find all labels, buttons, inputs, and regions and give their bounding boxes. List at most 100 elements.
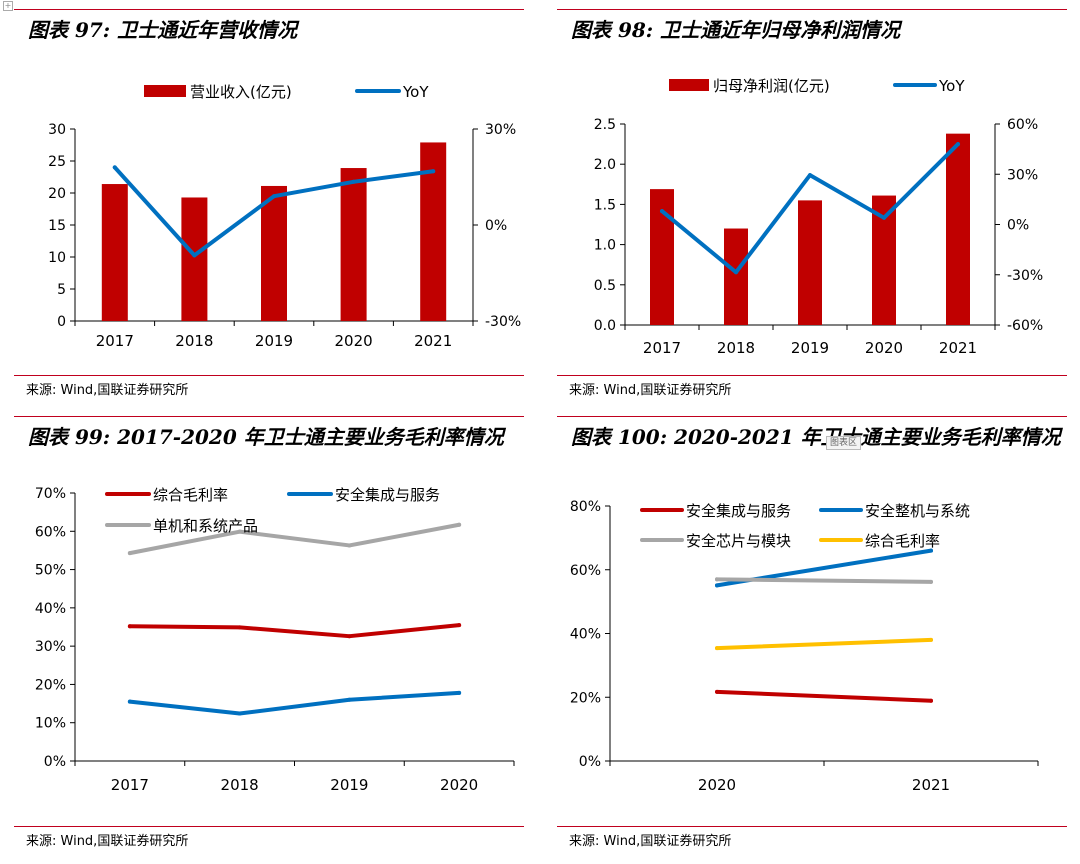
right-tick-label: -30% — [1007, 268, 1043, 284]
left-tick-label: 0 — [57, 314, 66, 330]
legend-label: 营业收入(亿元) — [190, 83, 292, 101]
series-point-2 — [237, 529, 242, 534]
right-tick-label: 30% — [1007, 167, 1038, 183]
x-tick-label: 2021 — [912, 776, 950, 794]
x-tick-label: 2020 — [698, 776, 736, 794]
left-tick-label: 80% — [570, 499, 601, 515]
left-tick-label: 0% — [579, 754, 601, 770]
legend-swatch — [144, 85, 186, 97]
right-tick-label: 0% — [485, 218, 507, 234]
net-profit-chart: 0.0 0.5 1.0 1.5 2.0 2.5 -60% -30% 0% 30% 60% 2017 20… — [594, 77, 1043, 357]
x-tick-label: 2019 — [330, 776, 368, 794]
series-point-1 — [715, 583, 719, 588]
chart-title: 图表 100: 2020-2021 年卫士通主要业务毛利率情况 — [557, 416, 1067, 458]
corner-expand-icon[interactable]: + — [3, 1, 13, 11]
revenue-chart: 0 5 10 15 20 25 30 -30% 0% 30% 2017 2018 2019 2020 202… — [48, 83, 521, 350]
left-tick-label: 60% — [570, 563, 601, 579]
x-tick-label: 2020 — [865, 339, 903, 357]
series-line-3 — [715, 637, 933, 651]
bar-2018 — [724, 228, 748, 325]
left-tick-label: 0.0 — [594, 318, 616, 334]
chart-area-watermark: 图表区 — [826, 436, 862, 450]
series-point-1 — [127, 699, 132, 704]
series-line-2 — [127, 522, 462, 556]
left-tick-label: 5 — [57, 282, 66, 298]
x-tick-label: 2018 — [175, 332, 213, 350]
chart-title: 图表 99: 2017-2020 年卫士通主要业务毛利率情况 — [14, 416, 524, 458]
series-point-1 — [457, 690, 462, 695]
bar-2021 — [420, 142, 447, 321]
series-point-1 — [660, 209, 664, 214]
legend-label: YoY — [402, 83, 429, 101]
series-point-1 — [347, 697, 352, 702]
series-point-1 — [808, 173, 812, 178]
left-tick-label: 10 — [48, 250, 66, 266]
series-line-0 — [715, 689, 933, 703]
series-point-3 — [715, 646, 719, 651]
x-tick-label: 2017 — [111, 776, 149, 794]
series-point-1 — [112, 165, 117, 170]
left-tick-label: 20% — [35, 677, 66, 693]
bar-2020 — [340, 168, 367, 321]
series-point-2 — [127, 551, 132, 556]
legend-label: 单机和系统产品 — [153, 517, 258, 535]
x-tick-label: 2021 — [414, 332, 452, 350]
x-tick-label: 2018 — [717, 339, 755, 357]
right-tick-label: 0% — [1007, 218, 1029, 234]
series-point-2 — [929, 579, 933, 584]
right-tick-label: 60% — [1007, 117, 1038, 133]
left-tick-label: 25 — [48, 154, 66, 170]
left-tick-label: 40% — [35, 601, 66, 617]
left-tick-label: 30 — [48, 122, 66, 138]
legend-label: 综合毛利率 — [153, 486, 228, 504]
left-tick-label: 10% — [35, 716, 66, 732]
x-tick-label: 2019 — [255, 332, 293, 350]
legend-label: 安全集成与服务 — [335, 486, 440, 504]
margin-chart-2017-2020: 0% 10% 20% 30% 40% 50% 60% 70% 2017 2018 2019 2020 综… — [35, 486, 515, 794]
series-point-1 — [192, 253, 197, 258]
bar-2018 — [181, 197, 208, 321]
x-tick-label: 2019 — [791, 339, 829, 357]
chart-panel-97: 图表 97: 卫士通近年营收情况 0 5 10 15 20 25 30 -30% 0% 30% 20… — [14, 9, 524, 416]
series-line-0 — [127, 623, 462, 639]
series-point-2 — [715, 577, 719, 582]
x-tick-label: 2021 — [939, 339, 977, 357]
series-line-2 — [715, 577, 933, 584]
left-tick-label: 30% — [35, 639, 66, 655]
left-tick-label: 15 — [48, 218, 66, 234]
bar-2019 — [798, 200, 822, 325]
series-point-0 — [347, 634, 352, 639]
left-tick-label: 1.5 — [594, 197, 616, 213]
chart-source: 来源: Wind,国联证券研究所 — [14, 826, 524, 856]
chart-source: 来源: Wind,国联证券研究所 — [557, 375, 1067, 405]
right-tick-label: -60% — [1007, 318, 1043, 334]
chart-panel-99: 图表 99: 2017-2020 年卫士通主要业务毛利率情况 0% 10% 20% 3… — [14, 416, 524, 856]
series-point-1 — [882, 215, 886, 220]
left-tick-label: 2.5 — [594, 117, 616, 133]
left-tick-label: 40% — [570, 627, 601, 643]
chart-title: 图表 98: 卫士通近年归母净利润情况 — [557, 9, 1067, 51]
margin-chart-2020-2021: 0% 20% 40% 60% 80% 2020 2021 安全集成与服务 安全整机与系统安全芯片… — [570, 499, 1039, 794]
bar-2021 — [946, 133, 970, 325]
series-point-1 — [237, 711, 242, 716]
left-tick-label: 60% — [35, 524, 66, 540]
legend-label: 安全整机与系统 — [865, 502, 970, 520]
left-tick-label: 20% — [570, 690, 601, 706]
chart-source: 来源: Wind,国联证券研究所 — [557, 826, 1067, 856]
series-point-0 — [715, 689, 719, 694]
x-tick-label: 2017 — [643, 339, 681, 357]
legend-label: 安全集成与服务 — [686, 502, 791, 520]
series-point-0 — [237, 625, 242, 630]
series-point-1 — [734, 270, 738, 275]
series-point-1 — [272, 194, 276, 199]
x-tick-label: 2018 — [221, 776, 259, 794]
series-point-0 — [457, 623, 462, 628]
left-tick-label: 0.5 — [594, 278, 616, 294]
legend-label: YoY — [938, 77, 965, 95]
chart-panel-100: 图表 100: 2020-2021 年卫士通主要业务毛利率情况 0% 20% 40%… — [557, 416, 1067, 856]
left-tick-label: 50% — [35, 563, 66, 579]
series-point-1 — [431, 169, 436, 174]
series-point-0 — [127, 624, 132, 629]
series-point-0 — [929, 698, 933, 703]
bar-2017 — [101, 184, 128, 321]
